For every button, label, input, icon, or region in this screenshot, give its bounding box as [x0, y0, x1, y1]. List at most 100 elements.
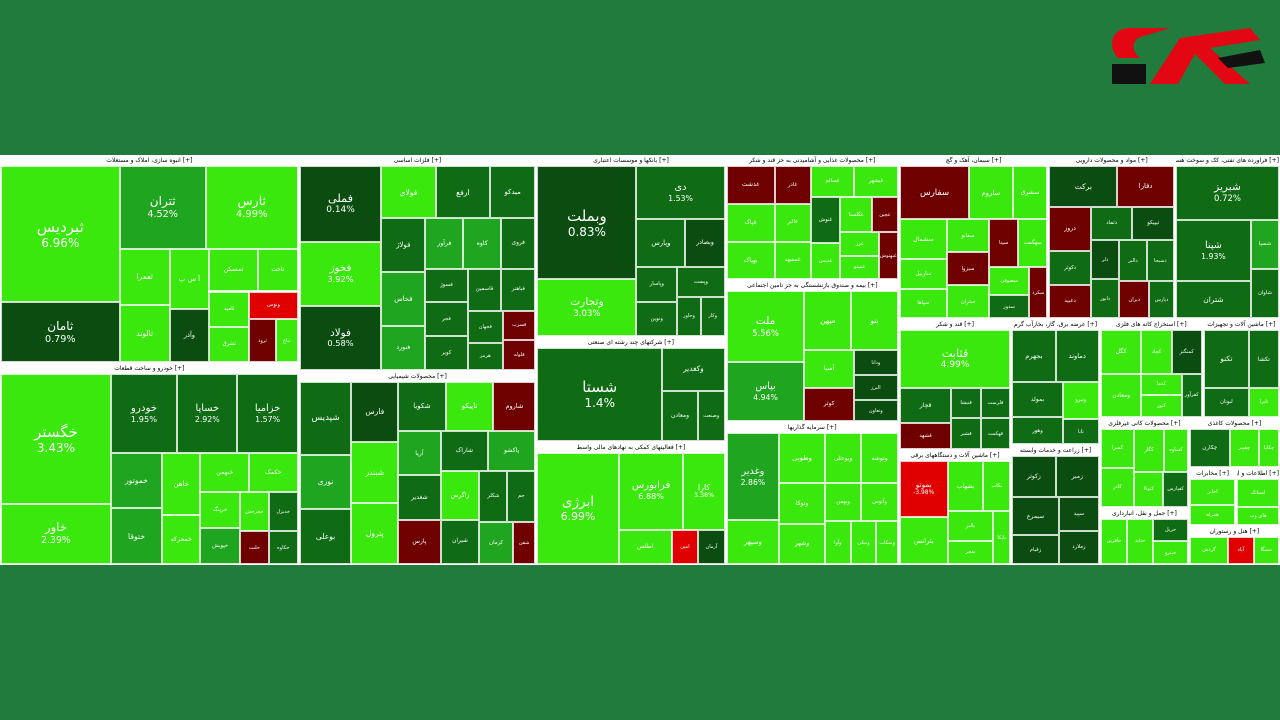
- tile-name: تابا: [1077, 428, 1084, 435]
- tile: ونیکی: [850, 521, 877, 564]
- tile-name: حریل: [1165, 527, 1177, 534]
- tile-name: غپاک: [744, 219, 757, 226]
- tile-name: میدکو: [504, 188, 521, 197]
- tile-name: سکرد: [1032, 289, 1045, 296]
- tile: وآتوس: [861, 483, 898, 522]
- tile: شکویا: [398, 381, 446, 432]
- sector-title: [+] مواد و محصولات دارویی: [1049, 156, 1174, 166]
- tile-name: حتاید: [1135, 538, 1146, 545]
- tile: سیمرغ: [1012, 497, 1059, 536]
- sector: [+] قند و شکر قثابت 4.99% قچار قشهد قنیشا قلرس…: [898, 319, 1012, 451]
- tile-name: فسرب: [512, 322, 527, 329]
- tile-change: 1.4%: [584, 396, 615, 411]
- tile-name: خموتور: [125, 476, 148, 486]
- tile-change: 1.53%: [668, 193, 693, 203]
- tile-change: 6.96%: [41, 235, 80, 250]
- tile: سکرد: [1029, 267, 1048, 319]
- tile-change: 6.99%: [560, 509, 596, 523]
- tile: وآذر: [169, 309, 210, 363]
- tile-change: 0.58%: [327, 337, 354, 348]
- sector: [+] حمل و نقل، انبارداری حآفرین حتاید حریل ح…: [1099, 507, 1189, 565]
- tile: خگستر 3.43%: [1, 374, 111, 504]
- tile: ثمسکن: [209, 248, 258, 292]
- tile: شستا 1.4%: [537, 348, 663, 441]
- tile-name: قشیر: [960, 430, 972, 437]
- tile: بشهاب: [947, 461, 984, 512]
- tile-name: غچین: [879, 211, 891, 218]
- tile-name: اسیاتک: [1250, 489, 1266, 496]
- tile-name: فرآور: [437, 239, 452, 247]
- tile-name: خکمک: [265, 468, 282, 476]
- tile: غپاک: [726, 203, 775, 242]
- tile-name: بنو: [870, 316, 879, 326]
- tile: قاسمین: [467, 268, 502, 311]
- tile: چکاپا: [1259, 428, 1279, 468]
- tile-name: ساربیل: [915, 270, 932, 277]
- tile: فنورد: [381, 326, 426, 370]
- tile-name: وبهمن: [836, 499, 850, 506]
- tile: بفجر: [947, 540, 994, 564]
- tile: زملارد: [1058, 530, 1099, 564]
- tile: شیران: [440, 520, 480, 564]
- tile: اسیاتک: [1237, 479, 1279, 507]
- tile: خاهن: [162, 452, 201, 515]
- tile-name: خاهن: [173, 479, 189, 488]
- tile-name: ثالوند: [136, 329, 154, 339]
- tile-change: 0.14%: [326, 205, 355, 216]
- tile: دروز: [1049, 206, 1091, 252]
- tile-name: وتوکا: [795, 499, 809, 507]
- tile-name: وبصادر: [696, 239, 714, 247]
- tile: فملی 0.14%: [299, 166, 382, 242]
- tile: بوعلی: [299, 509, 352, 564]
- tile: جم: [507, 471, 536, 522]
- tile: دتماد: [1090, 206, 1133, 241]
- tile: گردش: [1189, 536, 1229, 564]
- tile-name: ثرود: [258, 337, 267, 344]
- tile-name: زقیام: [1029, 546, 1042, 553]
- tile: تابا: [1062, 419, 1099, 444]
- tile: هرمز: [467, 342, 504, 370]
- tile-name: ودانا: [871, 359, 881, 366]
- tile: دعبید: [1049, 284, 1091, 319]
- tile-name: تاپیکو: [461, 402, 478, 411]
- tile: غچین: [871, 197, 898, 232]
- tile: اطلس: [618, 529, 672, 564]
- tile: غمشهد: [774, 241, 811, 280]
- tile: سدور: [989, 295, 1030, 319]
- tile-name: سبزوا: [961, 265, 975, 272]
- tile-name: وطوبی: [792, 454, 812, 463]
- tile: بنو: [851, 291, 898, 351]
- tile-name: چفیبر: [1238, 444, 1251, 451]
- tile-name: ونیکی: [857, 539, 870, 546]
- tile-name: وسپهر: [743, 538, 762, 547]
- tile: ثاخت: [257, 248, 298, 292]
- tile-name: کوثر: [823, 400, 835, 407]
- tile-name: همراه: [1206, 511, 1219, 518]
- tile-name: خرینگ: [213, 506, 228, 513]
- tile-name: دسبحا: [1153, 257, 1167, 264]
- tile: سپید: [1058, 497, 1099, 531]
- sector-title: [+] خودرو و ساخت قطعات: [1, 364, 298, 375]
- tile: پترول: [351, 503, 399, 564]
- tile: زقیام: [1012, 535, 1059, 564]
- tile: پارس: [398, 519, 441, 564]
- tile: فرآور: [425, 218, 464, 269]
- tile: فخاس: [381, 272, 426, 327]
- tile: زمبر: [1055, 455, 1099, 498]
- tile-name: ثعمرا: [136, 272, 153, 282]
- tile: وشهر: [779, 523, 825, 564]
- tile-name: کچاد: [1151, 348, 1162, 355]
- tile-name: دفارا: [1138, 182, 1153, 191]
- tile-change: -3.98%: [913, 490, 935, 497]
- tile-name: شبندر: [365, 468, 385, 478]
- tile: بمولد: [1012, 381, 1063, 418]
- sector: [+] بانکها و موسسات اعتباری وبملت 0.83% وتج…: [536, 155, 726, 338]
- tile: کمنگنز: [1171, 330, 1202, 374]
- tile: دسبحا: [1146, 240, 1174, 281]
- tile: خرینگ: [200, 491, 240, 528]
- tile: خچرخش: [239, 491, 269, 532]
- tile-name: خچرخش: [245, 508, 264, 515]
- tile-change: 3.92%: [327, 273, 354, 284]
- tile: تکشا: [1248, 330, 1279, 389]
- tile: خدیزل: [268, 491, 298, 532]
